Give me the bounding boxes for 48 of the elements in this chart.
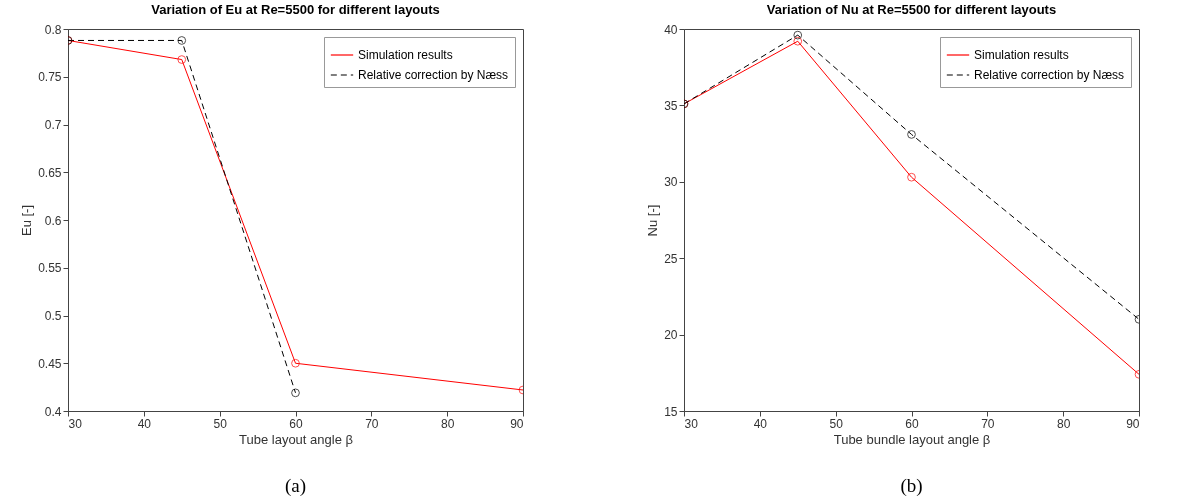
y-tick-label: 0.55 (38, 261, 62, 276)
point (907, 130, 916, 139)
x-tick-label: 50 (829, 416, 844, 431)
text: (b) (900, 475, 923, 497)
chart-title: Variation of Nu at Re=5500 for different layouts (766, 2, 1057, 17)
y-tick-label: 0.7 (44, 118, 62, 132)
y-tick-label: 30 (664, 175, 678, 190)
legend-label: Simulation results (358, 48, 453, 62)
legend-label: Relative correction by Næss (974, 68, 1125, 82)
y-tick-label: 35 (664, 98, 678, 113)
x-axis-title: Tube bundle layout angle β (833, 431, 991, 447)
x-tick-label: 90 (510, 416, 524, 431)
x-tick-label: 30 (68, 416, 83, 431)
y-tick-label: 0.4 (44, 404, 62, 419)
point (291, 388, 300, 398)
y-tick-label: 15 (664, 404, 678, 419)
x-tick-label: 40 (753, 416, 768, 431)
x-tick-label: 60 (905, 416, 919, 431)
x-tick-label: 50 (213, 416, 228, 431)
x-tick-label: 60 (289, 416, 303, 431)
point (793, 36, 803, 46)
legend-label: Simulation results (974, 48, 1069, 62)
x-axis-title: Tube layout angle β (239, 431, 353, 447)
y-axis-title: Eu [-] (19, 204, 35, 237)
x-tick-label: 90 (1126, 416, 1140, 431)
y-tick-label: 0.6 (44, 213, 62, 228)
point (291, 358, 300, 368)
point (177, 36, 187, 45)
point (907, 172, 916, 182)
x-tick-label: 80 (440, 416, 455, 431)
y-axis-title: Nu [-] (645, 204, 661, 237)
x-tick-label: 40 (137, 416, 152, 431)
y-tick-label: 0.45 (38, 356, 62, 371)
chart-title: Variation of Eu at Re=5500 for different layouts (151, 2, 440, 17)
text: (a) (284, 475, 307, 497)
y-tick-label: 20 (664, 328, 678, 343)
point (177, 55, 187, 64)
y-tick-label: 0.65 (38, 165, 62, 180)
x-tick-label: 70 (365, 416, 379, 431)
y-tick-label: 25 (664, 251, 678, 266)
x-tick-label: 30 (684, 416, 699, 431)
x-tick-label: 70 (981, 416, 995, 431)
y-tick-label: 0.8 (44, 22, 62, 37)
y-tick-label: 0.75 (38, 70, 62, 85)
y-tick-label: 40 (664, 22, 678, 37)
legend-label: Relative correction by Næss (358, 68, 509, 82)
x-tick-label: 80 (1056, 416, 1071, 431)
y-tick-label: 0.5 (44, 309, 62, 323)
